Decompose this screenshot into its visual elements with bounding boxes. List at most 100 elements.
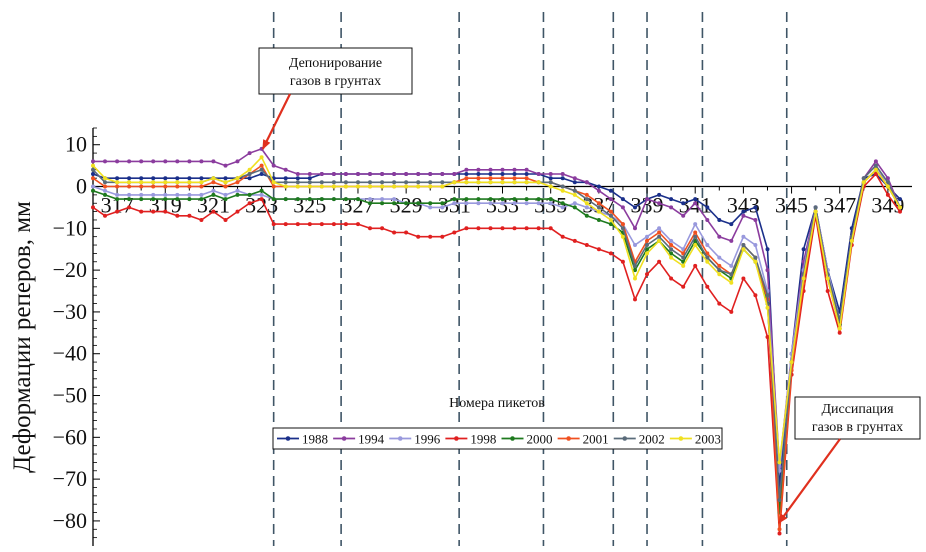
data-point (115, 192, 120, 197)
data-point (223, 180, 228, 185)
data-point (741, 247, 746, 252)
data-point (283, 167, 288, 172)
data-point (127, 159, 132, 164)
data-point (729, 238, 734, 243)
data-point (319, 197, 324, 202)
series-line (92, 169, 901, 472)
data-point (657, 230, 662, 235)
data-point (657, 234, 662, 239)
data-point (584, 243, 589, 247)
data-point (392, 230, 397, 235)
data-point (187, 192, 192, 197)
data-point (392, 172, 397, 176)
data-point (440, 180, 445, 185)
data-point (103, 184, 107, 189)
data-point (584, 192, 589, 197)
data-point (331, 184, 336, 189)
data-point (488, 226, 493, 231)
data-point (765, 305, 770, 310)
data-point (548, 184, 553, 189)
data-point (608, 218, 613, 222)
data-point (645, 197, 649, 202)
data-point (681, 201, 686, 206)
annotation-box (258, 47, 413, 95)
data-point (331, 172, 336, 176)
data-point (584, 201, 589, 206)
data-point (151, 180, 156, 185)
data-point (368, 197, 372, 202)
series-1998 (91, 172, 902, 536)
data-point (416, 172, 421, 176)
data-point (163, 176, 168, 181)
data-point (175, 184, 180, 189)
data-point (512, 180, 517, 185)
legend-swatch-marker (622, 436, 628, 441)
data-point (717, 234, 722, 239)
data-point (247, 167, 252, 172)
data-point (753, 218, 758, 222)
data-point (741, 234, 746, 239)
data-point (608, 188, 613, 193)
data-point (620, 234, 625, 239)
data-point (849, 238, 854, 243)
data-point (789, 360, 794, 365)
data-point (524, 172, 529, 176)
data-point (645, 238, 649, 243)
data-point (404, 184, 409, 189)
data-point (560, 201, 565, 206)
data-point (428, 201, 433, 206)
x-tick-label: 327 (341, 193, 374, 218)
data-point (452, 172, 457, 176)
data-point (753, 243, 758, 247)
data-point (717, 263, 722, 268)
data-point (319, 184, 324, 189)
legend-swatch-marker (397, 436, 403, 441)
data-point (247, 172, 252, 176)
data-point (572, 180, 577, 185)
data-point (657, 226, 662, 231)
data-point (163, 180, 168, 185)
y-tick-label: −70 (53, 466, 87, 491)
data-point (548, 172, 553, 176)
legend-item-2001: 2001 (557, 432, 609, 447)
data-point (103, 176, 107, 181)
legend: Номера пикетов 1988 1994 1996 1998 2000 2001 20… (272, 396, 723, 450)
legend-box (272, 427, 723, 450)
data-point (693, 197, 698, 202)
data-point (717, 255, 722, 260)
data-point (271, 180, 276, 185)
y-tick-label: −80 (53, 508, 87, 533)
legend-label: 1996 (414, 432, 441, 447)
data-point (127, 192, 132, 197)
data-point (596, 184, 601, 189)
data-point (151, 192, 156, 197)
data-point (620, 226, 625, 231)
data-point (536, 172, 541, 176)
legend-item-1988: 1988 (277, 432, 328, 447)
data-point (127, 184, 132, 189)
data-point (368, 172, 372, 176)
data-point (572, 205, 577, 210)
data-point (885, 180, 890, 185)
data-point (103, 192, 107, 197)
data-point (536, 180, 541, 185)
series-lines (91, 146, 902, 536)
data-point (873, 172, 878, 176)
data-point (693, 234, 698, 239)
data-point (524, 167, 529, 172)
legend-label: 1994 (358, 432, 385, 447)
data-point (633, 263, 637, 268)
data-point (163, 209, 168, 214)
data-point (777, 531, 782, 536)
data-point (235, 180, 240, 185)
legend-item-2002: 2002 (613, 432, 665, 447)
data-point (187, 213, 192, 218)
data-point (127, 197, 132, 202)
data-point (608, 222, 613, 227)
data-point (127, 176, 132, 181)
data-point (500, 180, 505, 185)
data-point (223, 176, 228, 181)
data-point (765, 293, 770, 298)
data-point (187, 197, 192, 202)
data-point (608, 251, 613, 256)
